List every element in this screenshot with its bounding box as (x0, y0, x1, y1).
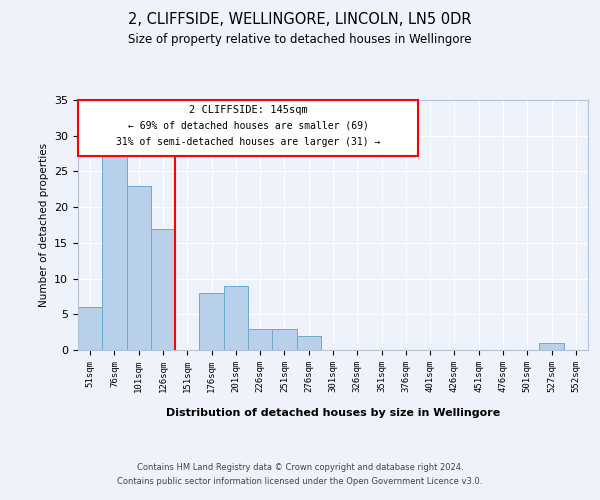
Bar (539, 343, 564, 350)
Bar (199, 293, 224, 350)
Bar (78, 307, 102, 350)
Text: 2, CLIFFSIDE, WELLINGORE, LINCOLN, LN5 0DR: 2, CLIFFSIDE, WELLINGORE, LINCOLN, LN5 0… (128, 12, 472, 28)
Bar (102, 150, 127, 350)
Bar (296, 336, 321, 350)
Text: Distribution of detached houses by size in Wellingore: Distribution of detached houses by size … (166, 408, 500, 418)
Text: Size of property relative to detached houses in Wellingore: Size of property relative to detached ho… (128, 32, 472, 46)
Text: Contains HM Land Registry data © Crown copyright and database right 2024.: Contains HM Land Registry data © Crown c… (137, 462, 463, 471)
Y-axis label: Number of detached properties: Number of detached properties (38, 143, 49, 307)
Bar (248, 328, 272, 350)
Bar (272, 328, 296, 350)
FancyBboxPatch shape (78, 100, 418, 156)
Bar (224, 286, 248, 350)
Text: 2 CLIFFSIDE: 145sqm: 2 CLIFFSIDE: 145sqm (188, 105, 307, 115)
Text: Contains public sector information licensed under the Open Government Licence v3: Contains public sector information licen… (118, 478, 482, 486)
Text: ← 69% of detached houses are smaller (69): ← 69% of detached houses are smaller (69… (128, 120, 368, 130)
Text: 31% of semi-detached houses are larger (31) →: 31% of semi-detached houses are larger (… (116, 137, 380, 147)
Bar (151, 228, 175, 350)
Bar (127, 186, 151, 350)
